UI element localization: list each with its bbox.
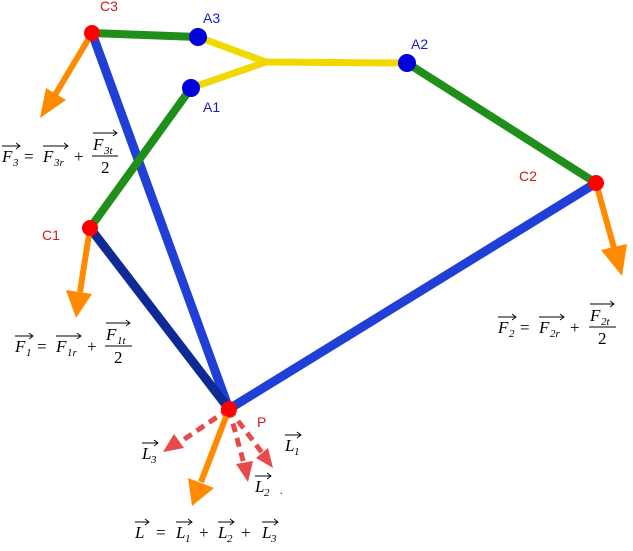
vector-label-l1: L 1 xyxy=(284,431,302,458)
svg-text:F: F xyxy=(589,306,601,325)
svg-text:1: 1 xyxy=(185,533,191,545)
svg-text:=: = xyxy=(156,523,166,542)
link-c3-p xyxy=(87,28,234,414)
svg-text:2r: 2r xyxy=(550,328,561,340)
link-a3-center xyxy=(194,33,270,66)
svg-text:F: F xyxy=(42,147,54,166)
svg-text:2: 2 xyxy=(101,158,110,177)
svg-text:L: L xyxy=(254,477,264,496)
svg-text:L: L xyxy=(134,523,144,542)
joint-p xyxy=(221,401,237,417)
svg-text:L: L xyxy=(217,523,227,542)
force-arrow-f2 xyxy=(593,182,627,276)
svg-text:F: F xyxy=(538,318,550,337)
svg-text:3: 3 xyxy=(270,533,277,545)
svg-text:2: 2 xyxy=(598,329,607,348)
vector-label-l2: L 2 . xyxy=(254,472,283,499)
svg-text:L: L xyxy=(175,523,185,542)
equation-f3: F 3 = F 3r + F 3t 2 xyxy=(1,129,118,177)
label-p: P xyxy=(257,414,266,430)
svg-text:L: L xyxy=(261,523,271,542)
svg-text:+: + xyxy=(87,337,97,356)
moment-arrow-l1 xyxy=(227,407,273,468)
link-c2-p xyxy=(224,178,601,414)
svg-text:3: 3 xyxy=(150,454,157,466)
svg-text:3r: 3r xyxy=(53,157,65,169)
svg-text:.: . xyxy=(280,486,283,497)
link-a2-c2 xyxy=(403,59,600,187)
joint-a1 xyxy=(182,79,200,97)
joint-a2 xyxy=(398,54,416,72)
link-center-a2 xyxy=(262,58,411,67)
label-a3: A3 xyxy=(203,10,220,26)
label-a1: A1 xyxy=(203,99,220,115)
svg-text:F: F xyxy=(105,325,117,344)
svg-text:=: = xyxy=(520,318,530,337)
svg-text:+: + xyxy=(570,318,580,337)
svg-text:1r: 1r xyxy=(67,347,78,359)
label-c1: C1 xyxy=(42,227,60,243)
svg-text:+: + xyxy=(199,523,209,542)
svg-text:F: F xyxy=(497,318,509,337)
svg-text:F: F xyxy=(55,337,67,356)
label-c3: C3 xyxy=(100,0,118,14)
svg-text:F: F xyxy=(1,147,13,166)
joint-c3 xyxy=(84,25,100,41)
svg-text:1: 1 xyxy=(26,347,32,359)
svg-text:L: L xyxy=(284,436,294,455)
svg-text:2: 2 xyxy=(509,328,515,340)
force-arrow-f3 xyxy=(40,31,95,118)
label-a2: A2 xyxy=(411,36,428,52)
link-c3-a3 xyxy=(88,29,202,41)
svg-text:+: + xyxy=(74,147,84,166)
equation-l: L = L 1 + L 2 + L 3 xyxy=(134,518,279,545)
force-arrow-f1 xyxy=(66,227,93,318)
label-c2: C2 xyxy=(519,168,537,184)
vector-label-l3: L 3 xyxy=(141,439,159,466)
moment-arrow-l2 xyxy=(226,408,253,482)
equation-f1: F 1 = F 1r + F 1t 2 xyxy=(14,319,132,367)
svg-text:3t: 3t xyxy=(103,145,114,157)
svg-text:2t: 2t xyxy=(601,316,611,328)
svg-text:2: 2 xyxy=(264,487,270,499)
moment-arrow-l3 xyxy=(163,406,231,452)
svg-text:F: F xyxy=(14,337,26,356)
joint-c2 xyxy=(588,175,604,191)
joint-a3 xyxy=(189,28,207,46)
svg-text:F: F xyxy=(92,135,104,154)
svg-text:=: = xyxy=(24,147,34,166)
joint-c1 xyxy=(82,220,98,236)
svg-text:1: 1 xyxy=(294,446,300,458)
link-c1-a1 xyxy=(86,84,195,232)
svg-text:3: 3 xyxy=(12,157,19,169)
link-a1-center xyxy=(187,58,270,92)
svg-text:1t: 1t xyxy=(117,335,127,347)
svg-text:2: 2 xyxy=(114,348,123,367)
svg-text:=: = xyxy=(37,337,47,356)
svg-text:+: + xyxy=(241,523,251,542)
svg-text:L: L xyxy=(141,444,151,463)
equation-f2: F 2 = F 2r + F 2t 2 xyxy=(497,300,616,348)
svg-text:2: 2 xyxy=(227,533,233,545)
link-c1-p xyxy=(85,223,234,414)
force-arrow-l-total xyxy=(188,407,232,506)
